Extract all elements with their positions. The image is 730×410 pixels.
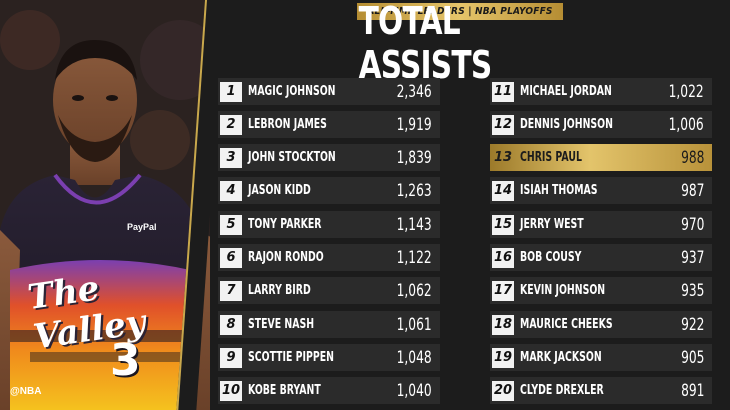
page-title: TOTAL ASSISTS [358,0,493,87]
player-name: CHRIS PAUL [520,150,582,165]
leader-row: 10 KOBE BRYANT 1,040 [218,377,440,404]
rank-badge: 3 [220,147,242,168]
leader-row: 15 JERRY WEST 970 [490,211,712,238]
rank-badge: 16 [492,247,514,268]
leader-row: 14 ISIAH THOMAS 987 [490,177,712,204]
assist-total: 2,346 [396,81,432,102]
nba-handle: @NBA [10,386,42,397]
rank-badge: 12 [492,114,514,135]
leader-row: 16 BOB COUSY 937 [490,244,712,271]
leader-row: 6 RAJON RONDO 1,122 [218,244,440,271]
rank-badge: 6 [220,247,242,268]
leader-row: 17 KEVIN JOHNSON 935 [490,277,712,304]
player-name: KOBE BRYANT [248,383,321,398]
leader-row: 1 MAGIC JOHNSON 2,346 [218,78,440,105]
player-name: JERRY WEST [520,217,584,232]
assist-total: 1,263 [396,180,432,201]
rank-badge: 9 [220,347,242,368]
player-name: JOHN STOCKTON [248,150,336,165]
player-name: CLYDE DREXLER [520,383,604,398]
rank-badge: 4 [220,180,242,201]
player-name: LEBRON JAMES [248,117,327,132]
assist-total: 1,143 [396,214,432,235]
assist-total: 1,006 [668,114,704,135]
player-name: RAJON RONDO [248,250,324,265]
assist-total: 987 [680,180,704,201]
assist-total: 937 [680,247,704,268]
assist-total: 891 [680,380,704,401]
player-name: JASON KIDD [248,183,311,198]
rank-badge: 2 [220,114,242,135]
rank-badge: 10 [220,380,242,401]
rank-badge: 1 [220,81,242,102]
leaders-panel [210,0,730,410]
player-name: MARK JACKSON [520,350,602,365]
player-name: TONY PARKER [248,217,322,232]
player-name: MAGIC JOHNSON [248,84,336,99]
player-name: MICHAEL JORDAN [520,84,612,99]
jersey-sponsor: PayPal [127,222,157,232]
rank-badge: 15 [492,214,514,235]
rank-badge: 13 [493,150,513,165]
assist-total: 1,048 [396,347,432,368]
player-name: MAURICE CHEEKS [520,317,613,332]
jersey-number: 3 [110,335,141,386]
leader-row: 20 CLYDE DREXLER 891 [490,377,712,404]
leader-row: 13 CHRIS PAUL 988 [490,144,712,171]
rank-badge: 14 [492,180,514,201]
assist-total: 970 [680,214,704,235]
rank-badge: 7 [220,280,242,301]
rank-badge: 18 [492,314,514,335]
leader-row: 11 MICHAEL JORDAN 1,022 [490,78,712,105]
assist-total: 922 [680,314,704,335]
leader-row: 8 STEVE NASH 1,061 [218,311,440,338]
header-tag: ALL-TIME LEADERS | NBA PLAYOFFS [357,3,563,20]
rank-badge: 11 [492,81,514,102]
leader-row: 9 SCOTTIE PIPPEN 1,048 [218,344,440,371]
assist-total: 1,040 [396,380,432,401]
assist-total: 1,022 [668,81,704,102]
leader-row: 19 MARK JACKSON 905 [490,344,712,371]
assist-total: 988 [680,147,704,168]
leader-row: 2 LEBRON JAMES 1,919 [218,111,440,138]
player-name: SCOTTIE PIPPEN [248,350,334,365]
rank-badge: 20 [492,380,514,401]
rank-badge: 5 [220,214,242,235]
player-name: BOB COUSY [520,250,582,265]
assist-total: 1,122 [396,247,432,268]
assist-total: 1,919 [396,114,432,135]
player-name: ISIAH THOMAS [520,183,598,198]
assist-total: 1,062 [396,280,432,301]
leader-row: 3 JOHN STOCKTON 1,839 [218,144,440,171]
player-name: DENNIS JOHNSON [520,117,613,132]
player-name: LARRY BIRD [248,283,311,298]
leader-row: 5 TONY PARKER 1,143 [218,211,440,238]
assist-total: 1,839 [396,147,432,168]
assist-total: 905 [680,347,704,368]
rank-badge: 8 [220,314,242,335]
leader-row: 7 LARRY BIRD 1,062 [218,277,440,304]
player-photo: PayPal The Valley 3 @NBA [0,0,215,410]
leader-row: 12 DENNIS JOHNSON 1,006 [490,111,712,138]
leader-row: 18 MAURICE CHEEKS 922 [490,311,712,338]
assist-total: 935 [680,280,704,301]
assist-total: 1,061 [396,314,432,335]
rank-badge: 19 [492,347,514,368]
player-name: KEVIN JOHNSON [520,283,606,298]
player-name: STEVE NASH [248,317,315,332]
rank-badge: 17 [492,280,514,301]
leader-row: 4 JASON KIDD 1,263 [218,177,440,204]
